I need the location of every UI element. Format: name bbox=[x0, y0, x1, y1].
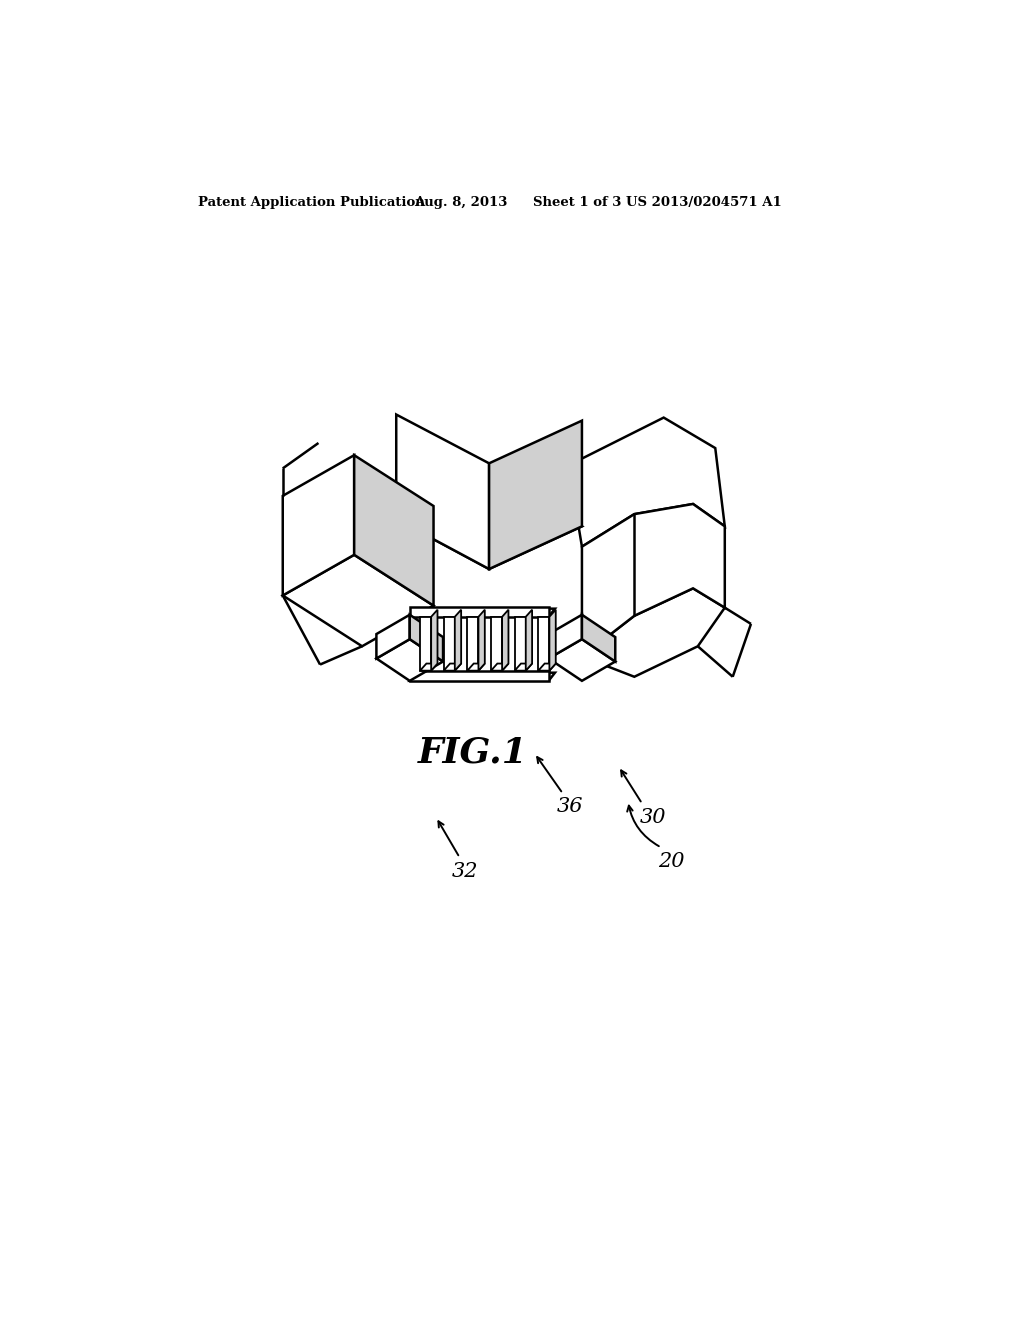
Polygon shape bbox=[525, 610, 532, 671]
Polygon shape bbox=[582, 615, 615, 661]
Polygon shape bbox=[377, 615, 410, 659]
Polygon shape bbox=[410, 609, 555, 616]
Polygon shape bbox=[410, 607, 549, 616]
Text: Sheet 1 of 3: Sheet 1 of 3 bbox=[532, 195, 622, 209]
Polygon shape bbox=[568, 417, 725, 546]
Polygon shape bbox=[410, 673, 555, 681]
Polygon shape bbox=[549, 639, 615, 681]
Text: Patent Application Publication: Patent Application Publication bbox=[198, 195, 425, 209]
Polygon shape bbox=[431, 610, 437, 671]
Text: FIG.1: FIG.1 bbox=[418, 737, 528, 770]
Polygon shape bbox=[396, 414, 489, 569]
Polygon shape bbox=[490, 616, 502, 671]
Polygon shape bbox=[582, 589, 725, 677]
Text: 36: 36 bbox=[557, 797, 583, 816]
Polygon shape bbox=[455, 610, 461, 671]
Polygon shape bbox=[582, 504, 725, 656]
Polygon shape bbox=[478, 610, 484, 671]
Polygon shape bbox=[539, 664, 556, 671]
Polygon shape bbox=[515, 616, 525, 671]
Text: 32: 32 bbox=[452, 862, 478, 882]
Text: Aug. 8, 2013: Aug. 8, 2013 bbox=[414, 195, 507, 209]
Text: 38: 38 bbox=[379, 627, 406, 645]
Polygon shape bbox=[443, 616, 455, 671]
Polygon shape bbox=[420, 664, 437, 671]
Text: 20: 20 bbox=[658, 853, 685, 871]
Polygon shape bbox=[283, 455, 354, 595]
Polygon shape bbox=[410, 615, 443, 661]
Polygon shape bbox=[396, 475, 582, 569]
Polygon shape bbox=[467, 616, 478, 671]
Polygon shape bbox=[515, 664, 532, 671]
Polygon shape bbox=[283, 554, 433, 647]
Polygon shape bbox=[443, 664, 461, 671]
Polygon shape bbox=[549, 615, 582, 659]
Polygon shape bbox=[420, 616, 431, 671]
Polygon shape bbox=[490, 664, 509, 671]
Polygon shape bbox=[550, 610, 556, 671]
Polygon shape bbox=[467, 664, 484, 671]
Polygon shape bbox=[502, 610, 509, 671]
Polygon shape bbox=[354, 455, 433, 606]
Polygon shape bbox=[489, 421, 582, 569]
Polygon shape bbox=[539, 616, 550, 671]
Text: 30: 30 bbox=[640, 808, 667, 826]
Polygon shape bbox=[410, 671, 549, 681]
Polygon shape bbox=[377, 639, 443, 681]
Text: US 2013/0204571 A1: US 2013/0204571 A1 bbox=[627, 195, 782, 209]
